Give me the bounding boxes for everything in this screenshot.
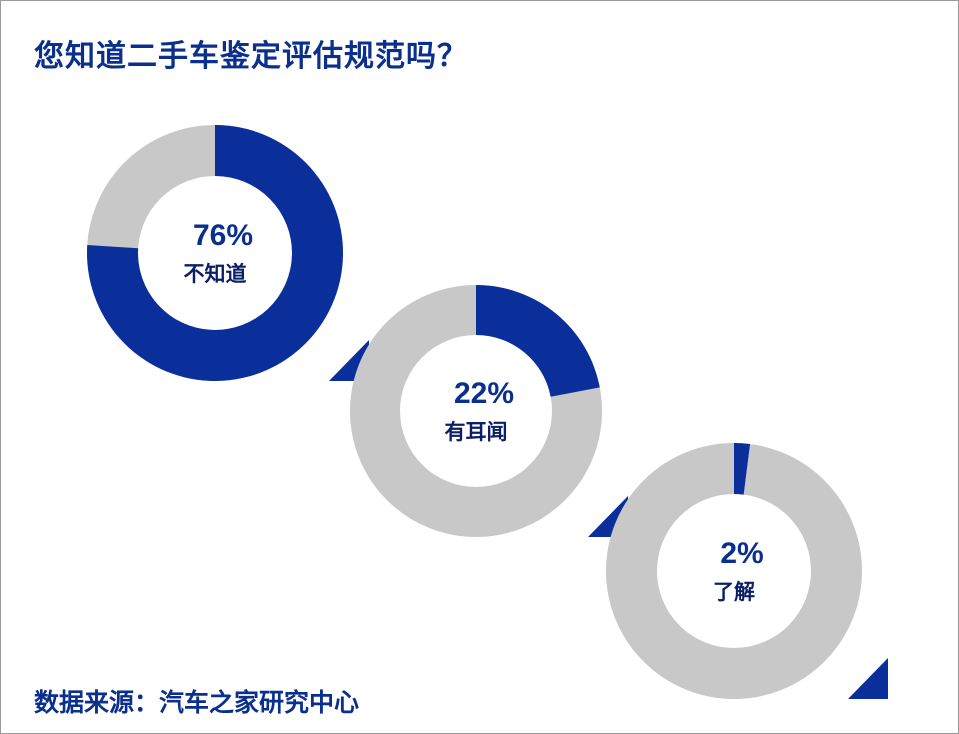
donut-track (606, 443, 862, 699)
donut-category-label: 了解 (713, 580, 755, 604)
donut-percent-label: 76% (193, 219, 253, 252)
donut-value-arc (476, 285, 600, 397)
donut-category-label: 有耳闻 (445, 420, 508, 444)
donut-unknown: 76% 不知道 (86, 125, 369, 381)
donut-percent-label: 2% (720, 537, 763, 570)
corner-triangle-icon (848, 658, 888, 699)
donut-value-arc (734, 443, 751, 495)
donut-percent-label: 22% (454, 377, 514, 410)
donut-value-arc (86, 125, 343, 381)
page-title: 您知道二手车鉴定评估规范吗？ (34, 39, 468, 74)
data-source: 数据来源：汽车之家研究中心 (34, 688, 360, 717)
donut-heard: 22% 有耳闻 (350, 285, 628, 537)
donut-category-label: 不知道 (184, 262, 247, 286)
donut-understand: 2% 了解 (606, 443, 888, 699)
